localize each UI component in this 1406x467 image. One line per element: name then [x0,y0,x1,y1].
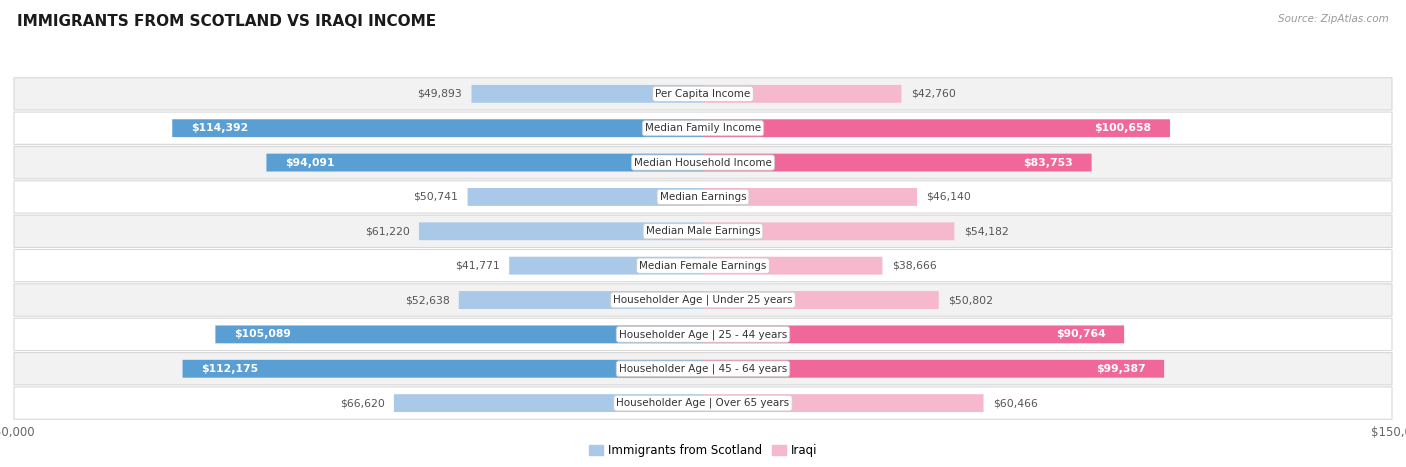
FancyBboxPatch shape [173,119,703,137]
FancyBboxPatch shape [14,318,1392,351]
FancyBboxPatch shape [14,78,1392,110]
Text: Householder Age | Over 65 years: Householder Age | Over 65 years [616,398,790,408]
Text: $114,392: $114,392 [191,123,247,133]
FancyBboxPatch shape [703,119,1170,137]
FancyBboxPatch shape [266,154,703,171]
FancyBboxPatch shape [14,112,1392,144]
Legend: Immigrants from Scotland, Iraqi: Immigrants from Scotland, Iraqi [585,439,821,462]
FancyBboxPatch shape [419,222,703,240]
FancyBboxPatch shape [703,360,1164,378]
Text: Median Male Earnings: Median Male Earnings [645,226,761,236]
FancyBboxPatch shape [14,215,1392,248]
Text: Median Female Earnings: Median Female Earnings [640,261,766,271]
FancyBboxPatch shape [394,394,703,412]
Text: $50,741: $50,741 [413,192,458,202]
Text: $49,893: $49,893 [418,89,463,99]
FancyBboxPatch shape [14,387,1392,419]
FancyBboxPatch shape [703,257,883,275]
Text: $83,753: $83,753 [1024,157,1073,168]
FancyBboxPatch shape [703,154,1091,171]
Text: Householder Age | Under 25 years: Householder Age | Under 25 years [613,295,793,305]
FancyBboxPatch shape [468,188,703,206]
Text: $90,764: $90,764 [1056,329,1105,340]
Text: $61,220: $61,220 [364,226,409,236]
Text: Median Earnings: Median Earnings [659,192,747,202]
Text: $50,802: $50,802 [948,295,993,305]
FancyBboxPatch shape [703,85,901,103]
Text: $54,182: $54,182 [963,226,1008,236]
FancyBboxPatch shape [14,249,1392,282]
FancyBboxPatch shape [14,284,1392,316]
Text: Median Household Income: Median Household Income [634,157,772,168]
Text: $42,760: $42,760 [911,89,956,99]
FancyBboxPatch shape [703,394,984,412]
Text: $94,091: $94,091 [285,157,335,168]
Text: $112,175: $112,175 [201,364,259,374]
Text: $105,089: $105,089 [233,329,291,340]
FancyBboxPatch shape [703,222,955,240]
FancyBboxPatch shape [14,353,1392,385]
Text: $46,140: $46,140 [927,192,972,202]
Text: $52,638: $52,638 [405,295,450,305]
FancyBboxPatch shape [183,360,703,378]
Text: Per Capita Income: Per Capita Income [655,89,751,99]
FancyBboxPatch shape [14,181,1392,213]
Text: Source: ZipAtlas.com: Source: ZipAtlas.com [1278,14,1389,24]
FancyBboxPatch shape [458,291,703,309]
Text: $99,387: $99,387 [1095,364,1146,374]
FancyBboxPatch shape [471,85,703,103]
Text: $60,466: $60,466 [993,398,1038,408]
Text: Median Family Income: Median Family Income [645,123,761,133]
Text: Householder Age | 45 - 64 years: Householder Age | 45 - 64 years [619,363,787,374]
FancyBboxPatch shape [509,257,703,275]
FancyBboxPatch shape [14,147,1392,179]
Text: $41,771: $41,771 [456,261,501,271]
FancyBboxPatch shape [703,188,917,206]
Text: $100,658: $100,658 [1094,123,1152,133]
Text: IMMIGRANTS FROM SCOTLAND VS IRAQI INCOME: IMMIGRANTS FROM SCOTLAND VS IRAQI INCOME [17,14,436,29]
FancyBboxPatch shape [215,325,703,343]
FancyBboxPatch shape [703,291,939,309]
Text: $66,620: $66,620 [340,398,385,408]
FancyBboxPatch shape [703,325,1125,343]
Text: $38,666: $38,666 [891,261,936,271]
Text: Householder Age | 25 - 44 years: Householder Age | 25 - 44 years [619,329,787,340]
